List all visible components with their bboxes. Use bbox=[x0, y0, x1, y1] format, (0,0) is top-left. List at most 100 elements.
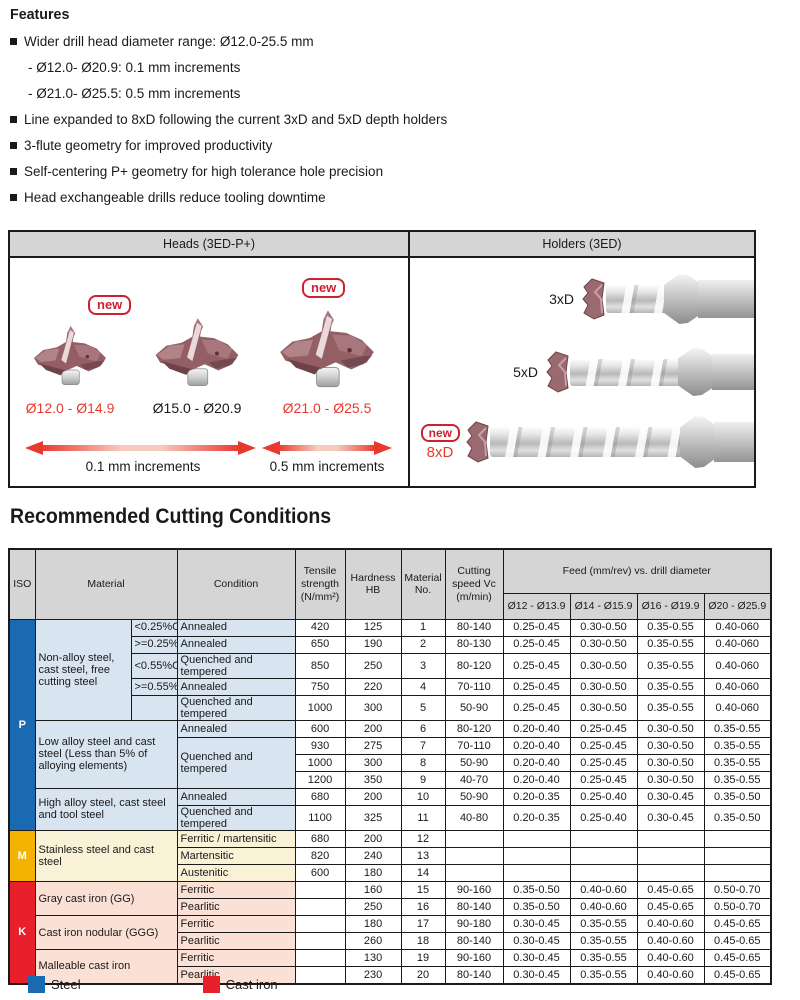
col-header-tensile: Tensile strength (N/mm²) bbox=[294, 548, 346, 620]
table-cell: <0.25%C bbox=[130, 618, 178, 637]
legend-label: Steel bbox=[51, 977, 81, 992]
table-cell: Austenitic bbox=[176, 864, 296, 883]
iso-cell: K bbox=[8, 881, 36, 985]
col-header-feed-range: Ø20 - Ø25.9 bbox=[703, 592, 772, 620]
table-cell: 0.30-0.45 bbox=[502, 966, 571, 985]
table-cell: 0.30-0.50 bbox=[636, 736, 705, 755]
table-cell: Annealed bbox=[176, 719, 296, 738]
table-cell: 80-140 bbox=[444, 898, 504, 917]
table-cell: 0.25-0.45 bbox=[569, 736, 638, 755]
table-cell: 240 bbox=[344, 847, 402, 866]
table-cell bbox=[294, 949, 346, 968]
table-cell bbox=[636, 864, 705, 883]
drill-holder-icon bbox=[582, 274, 754, 324]
table-cell bbox=[444, 830, 504, 849]
table-cell: 0.25-0.45 bbox=[502, 677, 571, 696]
table-cell: 50-90 bbox=[444, 694, 504, 721]
table-cell: Ferritic bbox=[176, 915, 296, 934]
table-cell bbox=[703, 830, 772, 849]
increment-arrow-icon bbox=[262, 441, 392, 455]
table-cell: 130 bbox=[344, 949, 402, 968]
table-cell: 50-90 bbox=[444, 787, 504, 806]
holder-label: 5xD bbox=[513, 364, 538, 380]
table-cell: 0.50-0.70 bbox=[703, 881, 772, 900]
table-cell: 0.25-0.45 bbox=[569, 719, 638, 738]
table-cell: 80-130 bbox=[444, 635, 504, 654]
bullet-square-icon bbox=[10, 38, 17, 45]
table-cell: 0.30-0.45 bbox=[502, 932, 571, 951]
table-cell: 300 bbox=[344, 753, 402, 772]
table-cell: 180 bbox=[344, 915, 402, 934]
table-cell: 0.35-0.55 bbox=[636, 677, 705, 696]
table-cell: 0.45-0.65 bbox=[703, 949, 772, 968]
table-cell: 8 bbox=[400, 753, 446, 772]
col-header-feed-range: Ø14 - Ø15.9 bbox=[569, 592, 638, 620]
cutting-conditions-table: ISO Material Condition Tensile strength … bbox=[8, 548, 773, 985]
table-cell: Low alloy steel and cast steel (Less tha… bbox=[34, 719, 178, 789]
table-cell: 0.35-0.55 bbox=[569, 932, 638, 951]
table-cell bbox=[294, 966, 346, 985]
table-cell bbox=[294, 915, 346, 934]
table-cell: 0.25-0.45 bbox=[502, 652, 571, 679]
bullet-square-icon bbox=[10, 168, 17, 175]
table-cell: 0.30-0.50 bbox=[636, 770, 705, 789]
diagram-body: new new Ø12.0 - Ø14.9 Ø15.0 - Ø20.9 Ø21.… bbox=[10, 258, 754, 486]
table-cell: 6 bbox=[400, 719, 446, 738]
table-cell: 80-140 bbox=[444, 618, 504, 637]
table-cell: 0.35-0.55 bbox=[703, 736, 772, 755]
table-cell: 0.40-060 bbox=[703, 618, 772, 637]
drill-shank bbox=[714, 422, 754, 462]
table-cell: 250 bbox=[344, 652, 402, 679]
table-cell: 2 bbox=[400, 635, 446, 654]
table-cell: 90-180 bbox=[444, 915, 504, 934]
table-cell: 9 bbox=[400, 770, 446, 789]
table-cell: 0.35-0.50 bbox=[502, 898, 571, 917]
col-header-hardness: Hardness HB bbox=[344, 548, 402, 620]
feature-item: Line expanded to 8xD following the curre… bbox=[10, 111, 770, 128]
table-cell: 200 bbox=[344, 787, 402, 806]
table-cell bbox=[502, 847, 571, 866]
table-cell bbox=[130, 694, 178, 721]
table-cell: 230 bbox=[344, 966, 402, 985]
table-cell: 20 bbox=[400, 966, 446, 985]
iso-cell: P bbox=[8, 618, 36, 832]
table-cell: Ferritic bbox=[176, 949, 296, 968]
table-cell bbox=[502, 864, 571, 883]
table-row: Pearlitic 250 16 80-140 0.35-0.50 0.40-0.60 0.… bbox=[9, 898, 772, 917]
table-cell: Quenched and tempered bbox=[176, 736, 296, 789]
increment-label: 0.1 mm increments bbox=[85, 459, 201, 474]
holder-row: 5xD bbox=[513, 348, 754, 396]
table-cell bbox=[569, 847, 638, 866]
drill-tip-icon bbox=[466, 420, 490, 464]
table-cell: 0.40-060 bbox=[703, 652, 772, 679]
head-range-label: Ø12.0 - Ø14.9 bbox=[25, 400, 115, 416]
table-cell: 90-160 bbox=[444, 881, 504, 900]
table-cell: 80-120 bbox=[444, 652, 504, 679]
drill-flange bbox=[664, 274, 698, 324]
feature-subitem: - Ø12.0- Ø20.9: 0.1 mm increments bbox=[28, 60, 241, 75]
drill-flange bbox=[680, 416, 714, 468]
table-cell bbox=[294, 881, 346, 900]
drill-flange bbox=[678, 348, 712, 396]
table-cell bbox=[703, 864, 772, 883]
table-cell: 0.45-0.65 bbox=[703, 966, 772, 985]
table-cell bbox=[294, 898, 346, 917]
table-cell: 680 bbox=[294, 830, 346, 849]
holder-label: 3xD bbox=[549, 291, 574, 307]
table-cell: 19 bbox=[400, 949, 446, 968]
table-cell: 180 bbox=[344, 864, 402, 883]
holder-row: new 8xD bbox=[420, 416, 754, 468]
increment-arrow-icon bbox=[25, 441, 256, 455]
table-cell: 10 bbox=[400, 787, 446, 806]
table-cell: Pearlitic bbox=[176, 932, 296, 951]
table-cell: Quenched and tempered bbox=[176, 652, 296, 679]
table-row: >=0.25%CAnnealed650190280-1300.25-0.450.… bbox=[9, 635, 772, 654]
table-cell: 0.40-0.60 bbox=[636, 949, 705, 968]
table-cell: 0.35-0.55 bbox=[636, 694, 705, 721]
table-cell: 0.30-0.50 bbox=[569, 635, 638, 654]
table-cell: Quenched and tempered bbox=[176, 694, 296, 721]
table-cell: 190 bbox=[344, 635, 402, 654]
table-cell: 300 bbox=[344, 694, 402, 721]
bullet-square-icon bbox=[10, 142, 17, 149]
